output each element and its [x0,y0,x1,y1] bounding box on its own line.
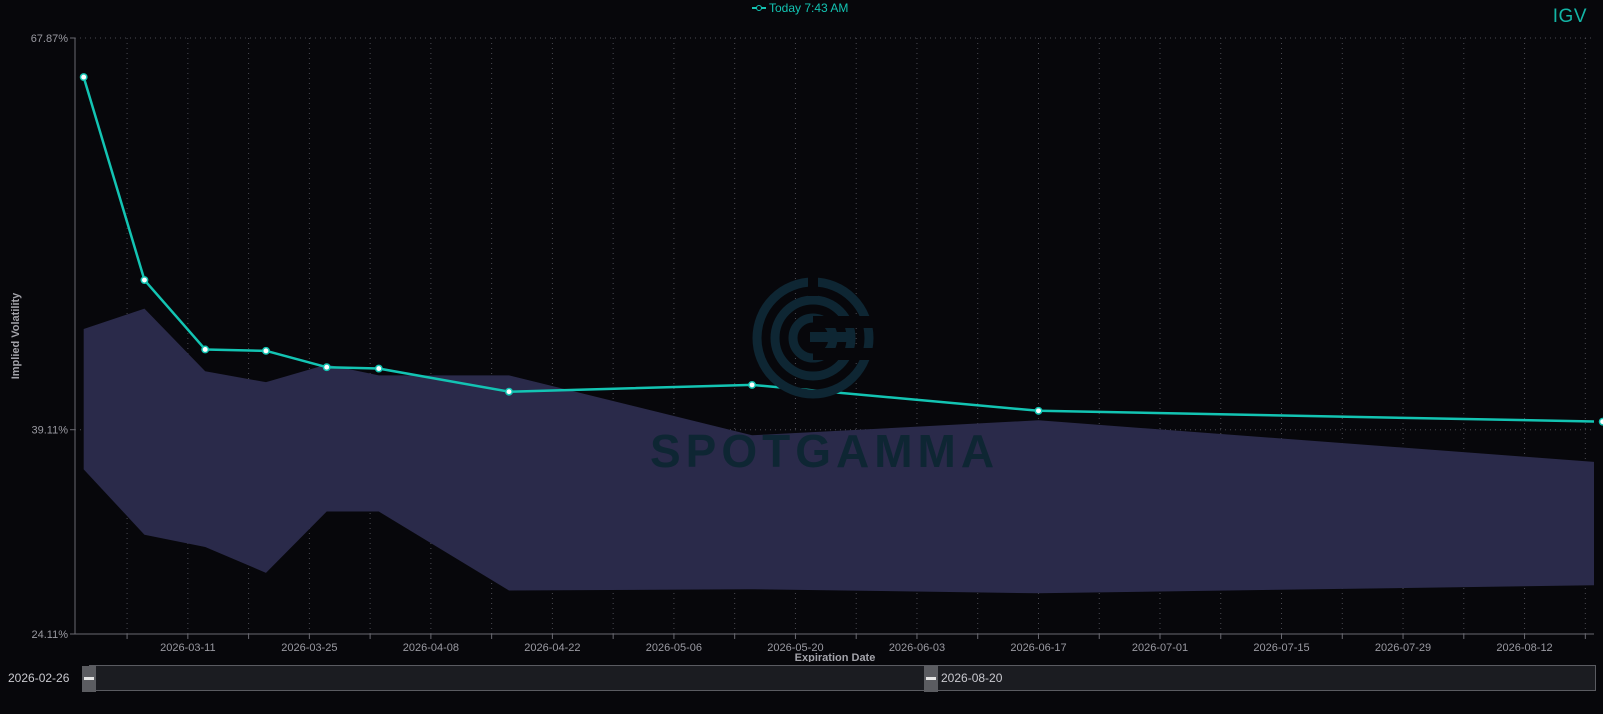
data-point[interactable] [201,345,210,354]
data-point[interactable] [1598,417,1603,426]
y-tick-label: 39.11% [32,425,69,437]
iv-term-structure-chart: 2026-03-11 2026-03-25 2026-04-08 2026-04-22… [10,33,1603,662]
range-start-label: 2026-02-26 [8,671,70,685]
data-point[interactable] [322,363,331,372]
data-point[interactable] [262,346,270,355]
axes [74,38,1594,635]
legend-label: Today 7:43 AM [769,1,849,15]
x-axis-title: Expiration Date [795,652,876,662]
x-tick-label: 2026-07-01 [1132,642,1188,654]
y-tick-label: 67.87% [31,33,69,45]
x-tick-label: 2026-04-08 [403,642,459,654]
symbol-label: IGV [1552,6,1587,27]
x-tick-label: 2026-07-15 [1253,642,1309,654]
x-tick-label: 2026-06-03 [889,642,945,654]
x-tick-label: 2026-06-17 [1010,642,1066,654]
data-point[interactable] [374,364,383,373]
data-point[interactable] [748,380,756,389]
range-start-handle[interactable] [82,666,96,692]
x-tick-label: 2026-05-20 [767,642,823,654]
x-tick-label: 2026-07-29 [1375,642,1431,654]
range-end-label: 2026-08-20 [941,671,1003,685]
x-tick-label: 2026-03-11 [160,642,215,654]
series-line [82,76,1594,423]
date-range-selector[interactable]: 2026-02-26 2026-08-20 [0,665,1603,693]
iv-range-band-area [83,308,1594,594]
series-today [79,73,1603,426]
x-tick-label: 2026-04-22 [524,642,580,654]
x-tick-label: 2026-05-06 [646,642,702,654]
y-axis-title: Implied Volatility [10,292,22,379]
x-tick-label: 2026-03-25 [281,642,337,654]
legend-line-marker-icon [752,4,766,12]
data-point[interactable] [79,73,88,82]
data-point[interactable] [505,387,513,396]
x-tick-label: 2026-08-12 [1496,642,1552,654]
range-track[interactable] [82,665,1596,692]
data-point[interactable] [140,276,149,284]
range-end-handle[interactable] [924,666,938,692]
tick-labels: 2026-03-11 2026-03-25 2026-04-08 2026-04-22… [31,33,1553,654]
data-point[interactable] [1034,406,1043,415]
y-tick-label: 24.11% [32,629,69,641]
iv-range-band [83,308,1594,594]
legend[interactable]: Today 7:43 AM [752,0,848,16]
